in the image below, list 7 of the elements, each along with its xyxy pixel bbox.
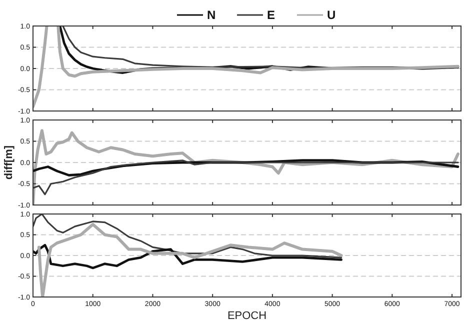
line-series (33, 244, 342, 270)
line-series (37, 222, 343, 297)
legend-label: E (267, 8, 276, 22)
y-axis-title: diff[m] (3, 145, 15, 180)
legend-label: U (327, 8, 336, 22)
legend-label: N (207, 8, 216, 22)
x-axis-title: EPOCH (227, 310, 267, 322)
